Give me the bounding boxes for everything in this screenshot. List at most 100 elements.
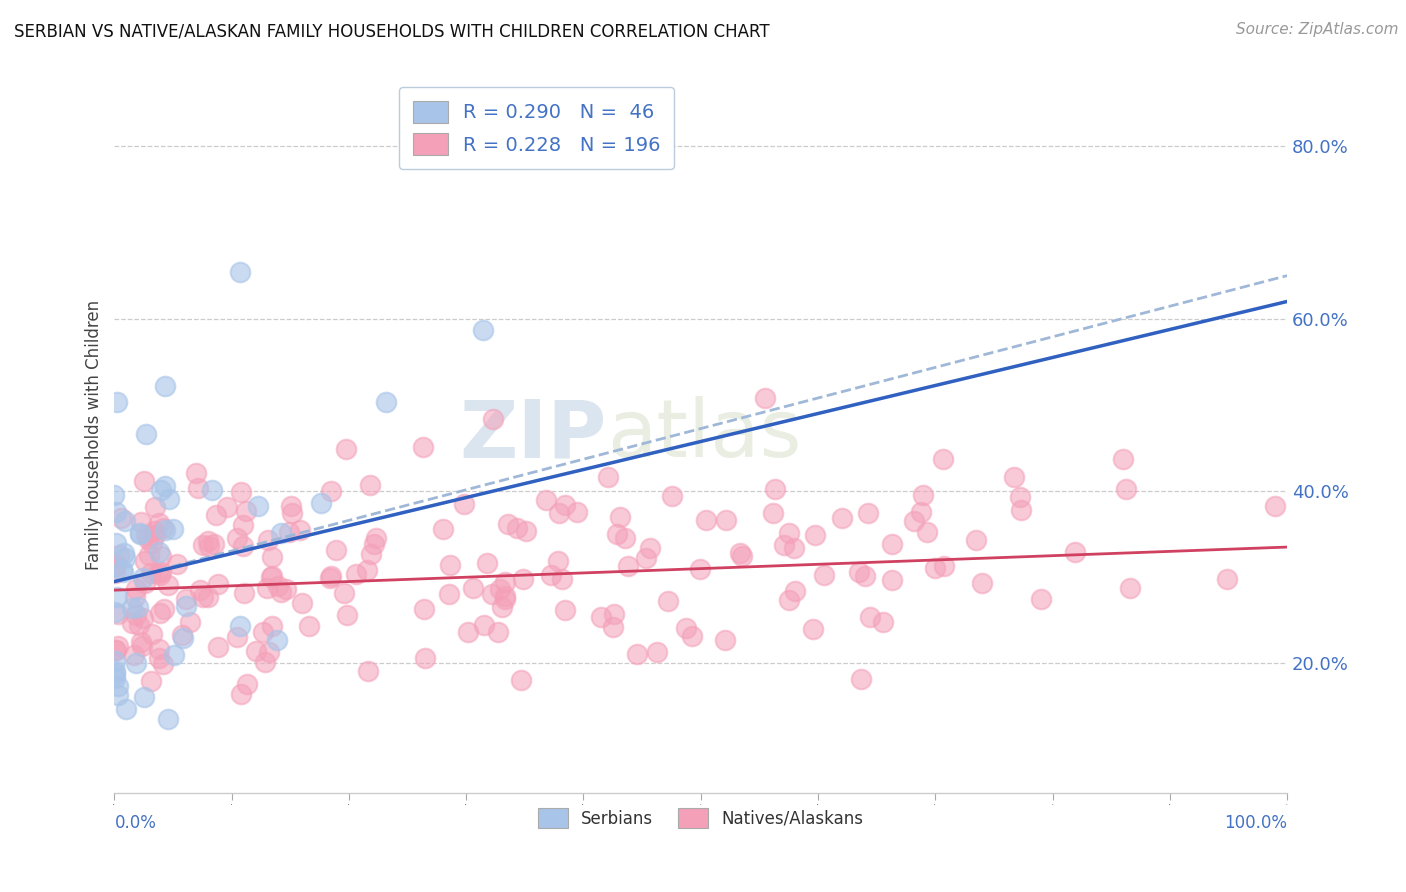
- Point: [638, 541, 661, 555]
- Point: [336, 607, 359, 622]
- Point: [170, 628, 193, 642]
- Text: 100.0%: 100.0%: [1225, 814, 1286, 832]
- Point: [134, 554, 156, 568]
- Point: [131, 640, 153, 654]
- Point: [731, 549, 754, 563]
- Point: [309, 496, 332, 510]
- Text: 0.0%: 0.0%: [114, 814, 156, 832]
- Point: [319, 483, 342, 498]
- Point: [266, 632, 288, 647]
- Point: [129, 635, 152, 649]
- Point: [547, 554, 569, 568]
- Point: [141, 535, 163, 549]
- Point: [153, 479, 176, 493]
- Point: [134, 575, 156, 590]
- Point: [105, 505, 128, 519]
- Point: [882, 573, 904, 587]
- Point: [596, 470, 619, 484]
- Point: [589, 610, 612, 624]
- Point: [778, 593, 800, 607]
- Point: [226, 531, 249, 545]
- Point: [260, 570, 283, 584]
- Point: [149, 483, 172, 498]
- Point: [187, 481, 209, 495]
- Point: [482, 412, 505, 426]
- Point: [1119, 582, 1142, 596]
- Point: [107, 607, 129, 622]
- Point: [486, 625, 509, 640]
- Point: [125, 656, 148, 670]
- Point: [122, 648, 145, 662]
- Point: [128, 525, 150, 540]
- Point: [917, 525, 939, 540]
- Point: [360, 547, 382, 561]
- Point: [675, 622, 697, 636]
- Point: [617, 559, 640, 574]
- Point: [848, 565, 870, 579]
- Point: [149, 606, 172, 620]
- Point: [229, 687, 252, 701]
- Point: [228, 265, 250, 279]
- Point: [267, 579, 290, 593]
- Point: [252, 625, 274, 640]
- Point: [256, 581, 278, 595]
- Point: [141, 627, 163, 641]
- Point: [972, 575, 994, 590]
- Point: [148, 650, 170, 665]
- Point: [626, 647, 648, 661]
- Text: ZIP: ZIP: [460, 396, 607, 474]
- Point: [115, 702, 138, 716]
- Point: [191, 538, 214, 552]
- Point: [432, 522, 454, 536]
- Point: [1010, 490, 1032, 504]
- Point: [103, 642, 125, 657]
- Point: [112, 546, 135, 560]
- Text: Source: ZipAtlas.com: Source: ZipAtlas.com: [1236, 22, 1399, 37]
- Point: [172, 631, 194, 645]
- Point: [254, 655, 277, 669]
- Point: [661, 489, 683, 503]
- Point: [132, 474, 155, 488]
- Point: [298, 619, 321, 633]
- Point: [554, 602, 576, 616]
- Point: [141, 566, 163, 580]
- Point: [849, 672, 872, 686]
- Point: [472, 323, 495, 337]
- Point: [932, 559, 955, 574]
- Point: [603, 607, 626, 621]
- Point: [288, 524, 311, 538]
- Point: [104, 557, 127, 571]
- Point: [103, 664, 125, 678]
- Point: [853, 569, 876, 583]
- Point: [291, 596, 314, 610]
- Point: [136, 532, 159, 546]
- Point: [494, 575, 516, 590]
- Point: [190, 582, 212, 597]
- Point: [278, 525, 301, 540]
- Point: [831, 510, 853, 524]
- Point: [481, 587, 503, 601]
- Point: [872, 615, 894, 630]
- Point: [191, 591, 214, 605]
- Point: [146, 566, 169, 581]
- Point: [174, 592, 197, 607]
- Point: [232, 540, 254, 554]
- Point: [498, 516, 520, 531]
- Point: [689, 562, 711, 576]
- Point: [179, 615, 201, 630]
- Point: [153, 523, 176, 537]
- Point: [202, 537, 225, 551]
- Point: [139, 673, 162, 688]
- Point: [114, 514, 136, 528]
- Point: [132, 690, 155, 704]
- Point: [156, 578, 179, 592]
- Point: [453, 497, 475, 511]
- Point: [124, 607, 146, 622]
- Point: [124, 590, 146, 604]
- Point: [262, 549, 284, 564]
- Point: [965, 533, 987, 547]
- Point: [125, 582, 148, 596]
- Point: [198, 539, 221, 553]
- Point: [515, 524, 537, 539]
- Point: [1112, 451, 1135, 466]
